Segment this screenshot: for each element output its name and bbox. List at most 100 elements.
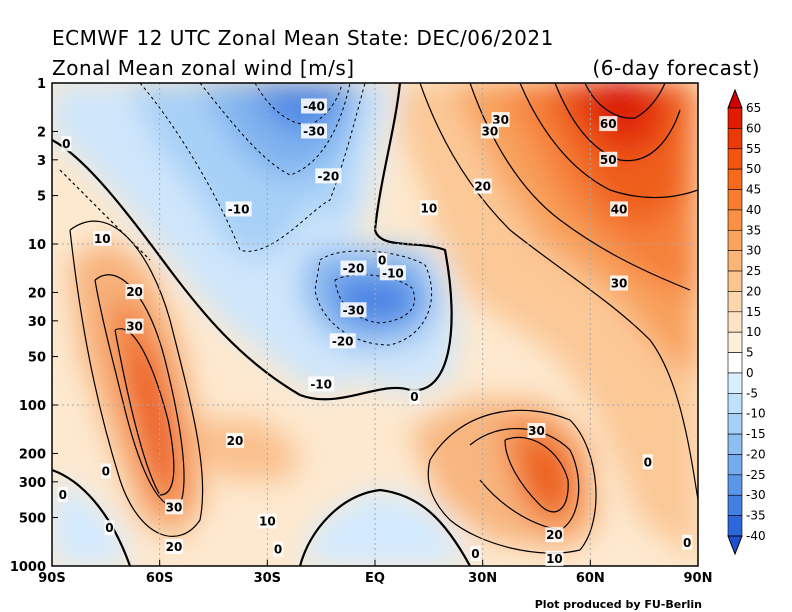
- chart-title: ECMWF 12 UTC Zonal Mean State: DEC/06/20…: [52, 26, 554, 50]
- colorbar-label: 10: [746, 325, 761, 339]
- contour-label: 20: [166, 540, 183, 554]
- colorbar-label: -5: [746, 386, 758, 400]
- y-tick-label: 30: [28, 315, 46, 330]
- colorbar-label: 15: [746, 305, 761, 319]
- x-tick-label: 90N: [684, 571, 713, 586]
- contour-label-bg: [599, 151, 618, 167]
- contour-label: -10: [228, 202, 250, 216]
- y-tick-label: 50: [28, 351, 46, 366]
- colorbar-swatch: [727, 413, 743, 435]
- colorbar-swatch: [727, 372, 743, 394]
- contour-label: 0: [62, 137, 70, 151]
- contour-label: -10: [382, 266, 404, 280]
- forecast-label: (6-day forecast): [592, 56, 760, 80]
- contour-label: 10: [94, 232, 111, 246]
- colorbar-swatch: [727, 291, 743, 313]
- contour-label: 30: [166, 500, 183, 514]
- colorbar-swatch: [727, 393, 743, 415]
- y-tick-label: 200: [19, 447, 46, 462]
- y-axis-ticks: 1 2 3 5 10 20 30 50 100 200 300 500 1000: [10, 77, 58, 575]
- contour-label: 0: [378, 254, 386, 268]
- y-tick-label: 20: [28, 286, 46, 301]
- contour-label-bg: [610, 201, 629, 217]
- contour-label: 0: [105, 521, 113, 535]
- y-tick-label: 10: [28, 238, 46, 253]
- contour-label-bg: [480, 123, 499, 139]
- colorbar-label: 40: [746, 203, 761, 217]
- contour-label: 30: [528, 424, 545, 438]
- contour-label-bg: [258, 513, 277, 529]
- contour-label: 0: [644, 455, 652, 469]
- contour-label: 20: [126, 285, 143, 299]
- colorbar: 65605550454035302520151050-5-10-15-20-25…: [727, 88, 766, 556]
- colorbar-swatch: [727, 331, 743, 353]
- credit-text: Plot produced by FU-Berlin: [534, 598, 702, 611]
- colorbar-label: 60: [746, 121, 761, 135]
- x-tick-label: 30S: [254, 571, 281, 586]
- colorbar-label: -20: [746, 447, 766, 461]
- contour-label: 60: [600, 117, 617, 131]
- colorbar-swatch: [727, 352, 743, 374]
- colorbar-swatch: [727, 515, 743, 537]
- colorbar-min-arrow: [727, 535, 743, 556]
- colorbar-label: 65: [746, 101, 761, 115]
- contour-label: 0: [102, 465, 110, 479]
- colorbar-label: 0: [746, 366, 754, 380]
- contour-label: 40: [611, 202, 628, 216]
- contour-label: 20: [546, 528, 563, 542]
- contour-label-bg: [93, 230, 112, 246]
- contour-label-bg: [419, 200, 438, 216]
- contour-label-bg: [470, 545, 481, 561]
- contour-label-bg: [165, 499, 184, 515]
- colorbar-label: 30: [746, 244, 761, 258]
- contour-label-bg: [340, 302, 367, 318]
- colorbar-swatch: [727, 474, 743, 496]
- contour-label: -20: [332, 334, 354, 348]
- contour-label: 10: [259, 514, 276, 528]
- contour-label: -30: [303, 124, 325, 138]
- y-tick-label: 2: [37, 125, 46, 140]
- contour-label: 30: [611, 277, 628, 291]
- y-tick-label: 5: [37, 190, 46, 205]
- y-tick-label: 1: [37, 77, 46, 92]
- contour-label-bg: [104, 520, 115, 536]
- contour-label-bg: [125, 284, 144, 300]
- contour-label-bg: [409, 389, 420, 405]
- contour-label-bg: [125, 318, 144, 334]
- colorbar-swatch: [727, 128, 743, 150]
- contour-label: 20: [474, 180, 491, 194]
- colorbar-label: -10: [746, 407, 766, 421]
- colorbar-label: -15: [746, 427, 766, 441]
- colorbar-label: 45: [746, 183, 761, 197]
- contour-label: 0: [59, 488, 67, 502]
- contour-label-bg: [329, 333, 356, 349]
- contour-labels: -40-30-20-10-200-10-30-20-10001020302000…: [57, 98, 693, 566]
- grid-lines: [52, 83, 698, 566]
- contour-label: 0: [274, 543, 282, 557]
- colorbar-swatch: [727, 250, 743, 272]
- contour-label-bg: [491, 112, 510, 128]
- colorbar-swatch: [727, 209, 743, 231]
- colorbar-label: 50: [746, 162, 761, 176]
- colorbar-swatch: [727, 148, 743, 170]
- colorbar-label: 25: [746, 264, 761, 278]
- y-tick-label: 500: [19, 512, 46, 527]
- contour-label-bg: [545, 527, 564, 543]
- colorbar-label: -35: [746, 509, 766, 523]
- contour-label-bg: [225, 201, 252, 217]
- colorbar-swatch: [727, 494, 743, 516]
- colorbar-swatch: [727, 433, 743, 455]
- x-tick-label: EQ: [365, 571, 385, 586]
- x-tick-label: 90S: [38, 571, 65, 586]
- contour-label-bg: [315, 168, 342, 184]
- contour-label: -40: [303, 100, 325, 114]
- contour-label: 20: [227, 434, 244, 448]
- contour-label: 10: [420, 201, 437, 215]
- colorbar-label: -25: [746, 468, 766, 482]
- x-tick-label: 60N: [576, 571, 605, 586]
- x-tick-label: 30N: [468, 571, 497, 586]
- contour-label: 10: [546, 552, 563, 566]
- colorbar-swatch: [727, 270, 743, 292]
- contour-label-bg: [273, 541, 284, 557]
